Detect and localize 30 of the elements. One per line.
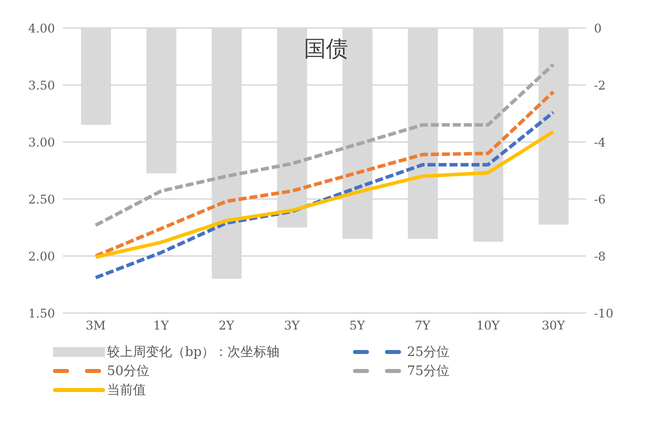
x-tick-label: 1Y bbox=[153, 318, 170, 333]
y2-tick-label: -8 bbox=[594, 249, 606, 264]
x-tick-label: 10Y bbox=[476, 318, 501, 333]
y-tick-label: 1.50 bbox=[28, 306, 55, 320]
legend-label: 75分位 bbox=[407, 363, 450, 380]
line-series bbox=[94, 110, 556, 280]
y2-tick-label: -2 bbox=[594, 78, 606, 92]
y2-tick-label: -10 bbox=[594, 306, 614, 320]
x-tick-label: 30Y bbox=[542, 318, 566, 333]
x-tick-label: 7Y bbox=[414, 318, 432, 333]
x-tick-label: 3Y bbox=[284, 318, 301, 333]
y-tick-label: 2.50 bbox=[28, 192, 55, 206]
chart-title: 国债 bbox=[304, 36, 348, 64]
y2-tick-label: -6 bbox=[594, 192, 606, 206]
y-tick-label: 4.00 bbox=[28, 21, 55, 36]
x-tick-label: 5Y bbox=[349, 318, 366, 333]
x-tick-label: 3M bbox=[86, 318, 106, 333]
y-tick-label: 3.50 bbox=[28, 78, 55, 92]
legend-label: 当前值 bbox=[107, 382, 146, 399]
y-tick-label: 3.00 bbox=[28, 135, 55, 150]
y2-tick-label: -4 bbox=[594, 135, 606, 150]
y-tick-label: 2.00 bbox=[28, 249, 55, 264]
legend-label: 25分位 bbox=[407, 344, 450, 361]
line-series bbox=[94, 62, 556, 227]
legend-label: 较上周变化（bp）：次坐标轴 bbox=[107, 344, 280, 361]
line-series bbox=[94, 90, 556, 258]
line-series bbox=[94, 130, 556, 259]
legend-label: 50分位 bbox=[107, 363, 150, 380]
x-tick-label: 2Y bbox=[218, 318, 236, 333]
y2-tick-label: 0 bbox=[594, 21, 602, 36]
